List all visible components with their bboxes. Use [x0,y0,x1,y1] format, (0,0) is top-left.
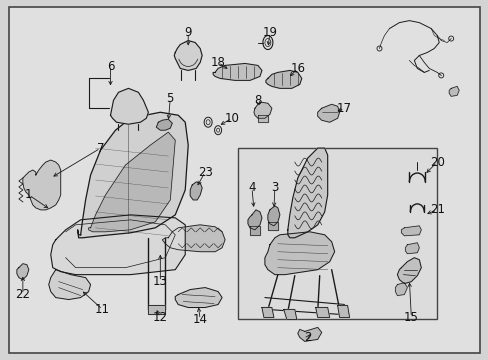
Polygon shape [283,310,296,319]
Polygon shape [315,307,329,318]
Polygon shape [395,283,407,296]
Polygon shape [110,88,148,124]
Polygon shape [337,306,349,318]
Text: 17: 17 [336,102,351,115]
Polygon shape [148,305,165,315]
Polygon shape [175,288,222,307]
Text: 9: 9 [184,26,192,39]
Text: 8: 8 [254,94,261,107]
Text: 14: 14 [192,313,207,326]
Polygon shape [17,264,29,280]
Text: 2: 2 [304,331,311,344]
Polygon shape [397,258,421,284]
Polygon shape [448,86,458,96]
Polygon shape [264,232,334,275]
Polygon shape [174,41,202,71]
Polygon shape [262,307,273,318]
Polygon shape [247,210,262,230]
Polygon shape [265,71,301,88]
Text: 3: 3 [271,181,278,194]
Text: 1: 1 [25,188,33,202]
Polygon shape [23,160,61,210]
Text: 5: 5 [166,92,174,105]
Polygon shape [162,225,224,252]
Bar [238,148,436,319]
Polygon shape [156,119,172,130]
Polygon shape [249,226,260,235]
Polygon shape [78,112,188,238]
Text: 11: 11 [95,303,110,316]
Polygon shape [49,270,90,300]
Polygon shape [287,148,327,238]
Text: 7: 7 [97,141,104,155]
Text: 23: 23 [197,166,212,179]
Text: 20: 20 [429,156,444,168]
Text: 13: 13 [153,275,167,288]
Polygon shape [88,132,175,232]
Polygon shape [267,222,277,230]
Polygon shape [213,63,262,80]
Polygon shape [267,206,279,226]
Text: 18: 18 [210,56,225,69]
Polygon shape [405,243,419,254]
Text: 21: 21 [429,203,444,216]
Polygon shape [253,102,271,118]
Text: 22: 22 [15,288,30,301]
Text: 15: 15 [403,311,418,324]
Text: 19: 19 [262,26,277,39]
Text: 12: 12 [153,311,167,324]
Polygon shape [190,182,202,200]
Text: 6: 6 [106,60,114,73]
Polygon shape [258,115,267,122]
Polygon shape [297,328,321,341]
Text: 4: 4 [248,181,255,194]
Polygon shape [51,215,185,275]
Text: 16: 16 [290,62,305,75]
Polygon shape [317,104,339,122]
Polygon shape [401,226,421,236]
Text: 10: 10 [224,112,239,125]
